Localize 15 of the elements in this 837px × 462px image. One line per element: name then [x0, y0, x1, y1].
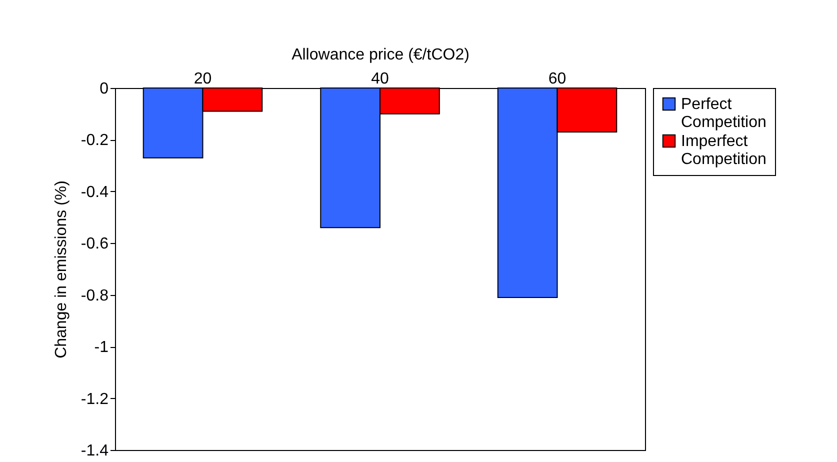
x-tick-label: 60: [548, 70, 566, 88]
x-axis-title: Allowance price (€/tCO2): [292, 46, 470, 64]
y-tick-label: 0: [100, 80, 109, 98]
legend-label: Perfect Competition: [681, 96, 766, 131]
y-tick-label: -1.2: [80, 390, 109, 408]
y-tick-label: -0.6: [80, 236, 109, 253]
y-tick-label: -0.4: [80, 184, 109, 201]
x-tick-label: 20: [194, 70, 212, 88]
legend-label: Imperfect Competition: [681, 133, 766, 168]
y-tick-label: -1.4: [80, 442, 109, 460]
y-tick-label: -1: [94, 339, 109, 356]
y-tick-label: -0.8: [80, 287, 109, 304]
y-axis-title: Change in emissions (%): [52, 180, 70, 358]
x-tick-label: 40: [371, 70, 389, 88]
y-tick-label: -0.2: [80, 132, 109, 150]
